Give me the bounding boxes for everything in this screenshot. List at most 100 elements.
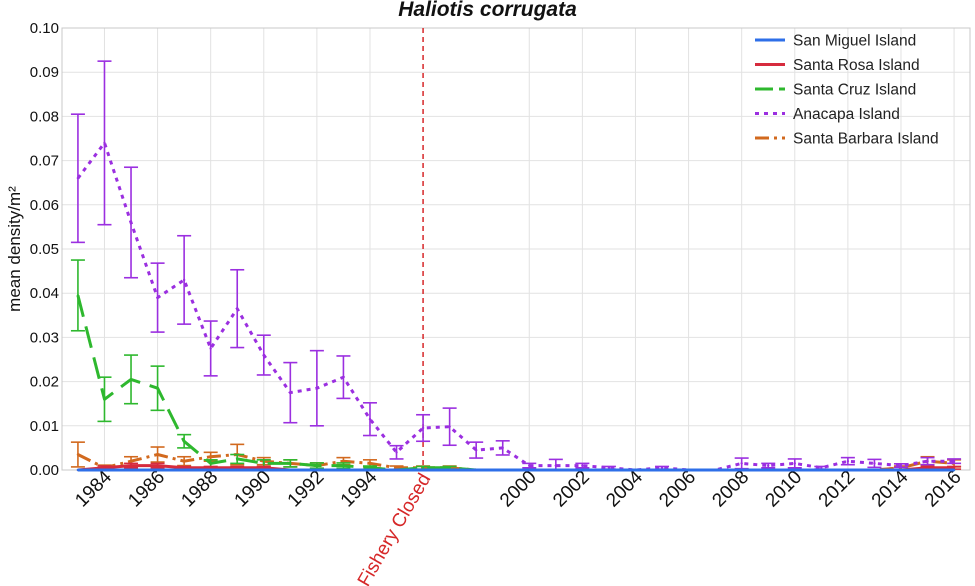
y-tick-label: 0.08 [30,108,59,125]
data-point [421,468,425,472]
data-point [76,453,80,456]
data-point [156,453,159,456]
data-point [129,378,133,381]
data-point [926,466,929,469]
series-san-miguel-island [76,468,956,472]
data-point [474,468,478,472]
data-point [660,468,664,472]
x-tick-label: 1986 [124,467,169,512]
data-point [660,466,664,469]
series-line [76,141,955,472]
y-tick-label: 0.04 [30,285,59,302]
data-point [209,455,212,458]
data-point [262,353,265,357]
data-point [76,177,80,180]
x-tick-label: 2002 [549,467,594,512]
series-anacapa-island [70,60,962,472]
x-tick-label: 1992 [284,467,329,512]
data-point [342,468,345,472]
y-tick-label: 0.01 [30,418,59,435]
data-point [209,466,212,469]
data-point [899,468,903,472]
data-point [182,468,186,472]
legend-label: Santa Rosa Island [793,57,920,74]
legend: San Miguel Island Santa Rosa Island Santa … [755,33,939,148]
data-point [368,417,372,421]
data-point [129,221,133,224]
data-point [182,459,186,463]
legend-label: Santa Barbara Island [793,131,939,148]
data-point [740,462,743,465]
data-point [793,468,796,472]
data-point [209,468,212,472]
data-point [448,468,451,472]
data-point [103,141,106,145]
data-point [315,468,319,472]
data-point [607,466,611,469]
data-point [607,468,611,472]
data-point [209,347,212,350]
legend-label: Santa Cruz Island [793,82,916,99]
data-point [368,468,372,472]
x-tick-label: 2010 [762,467,807,512]
data-point [873,462,876,465]
data-point [952,459,956,463]
data-point [421,466,425,469]
data-point [103,466,106,469]
data-point [236,457,239,461]
data-point [448,466,451,469]
x-tick-label: 1990 [231,467,276,512]
data-point [209,462,212,465]
data-point [952,466,956,469]
data-point [289,468,292,472]
data-point [129,459,133,463]
y-tick-label: 0.06 [30,197,59,214]
y-tick-label: 0.05 [30,241,59,258]
legend-label: Anacapa Island [793,106,900,123]
data-point [395,466,398,469]
data-point [262,466,265,469]
data-point [129,464,133,467]
data-point [820,468,823,472]
data-point [554,468,558,472]
data-point [581,464,584,467]
data-point [581,468,584,472]
y-tick-label: 0.00 [30,462,59,479]
data-point [474,448,478,452]
y-axis-label: mean density/m² [5,186,24,312]
x-tick-label: 1994 [337,466,382,511]
data-point [289,462,292,465]
data-point [501,468,504,472]
data-point [793,462,796,465]
x-tick-label: 2016 [921,467,966,512]
data-point [926,468,929,472]
y-tick-label: 0.02 [30,374,59,391]
x-tick-label: 1984 [71,466,116,511]
data-point [103,398,106,401]
data-point [899,464,903,467]
x-tick-label: 2014 [868,466,913,511]
data-point [767,468,770,472]
data-point [156,464,159,467]
data-point [236,468,239,472]
data-point [528,464,531,467]
data-point [182,278,186,282]
data-point [103,468,106,472]
data-point [262,468,265,472]
x-tick-label: 2006 [655,467,700,512]
x-tick-label: 2008 [708,467,753,512]
data-point [342,459,345,463]
data-point [129,468,133,472]
data-point [156,387,159,390]
data-point [182,466,186,469]
data-point [368,462,372,465]
data-point [156,296,159,299]
data-point [528,468,531,472]
data-point [634,468,637,472]
series-santa-cruz-island [70,259,956,472]
data-point [687,468,690,472]
data-point [315,387,319,390]
data-point [846,459,850,463]
data-point [368,466,372,469]
